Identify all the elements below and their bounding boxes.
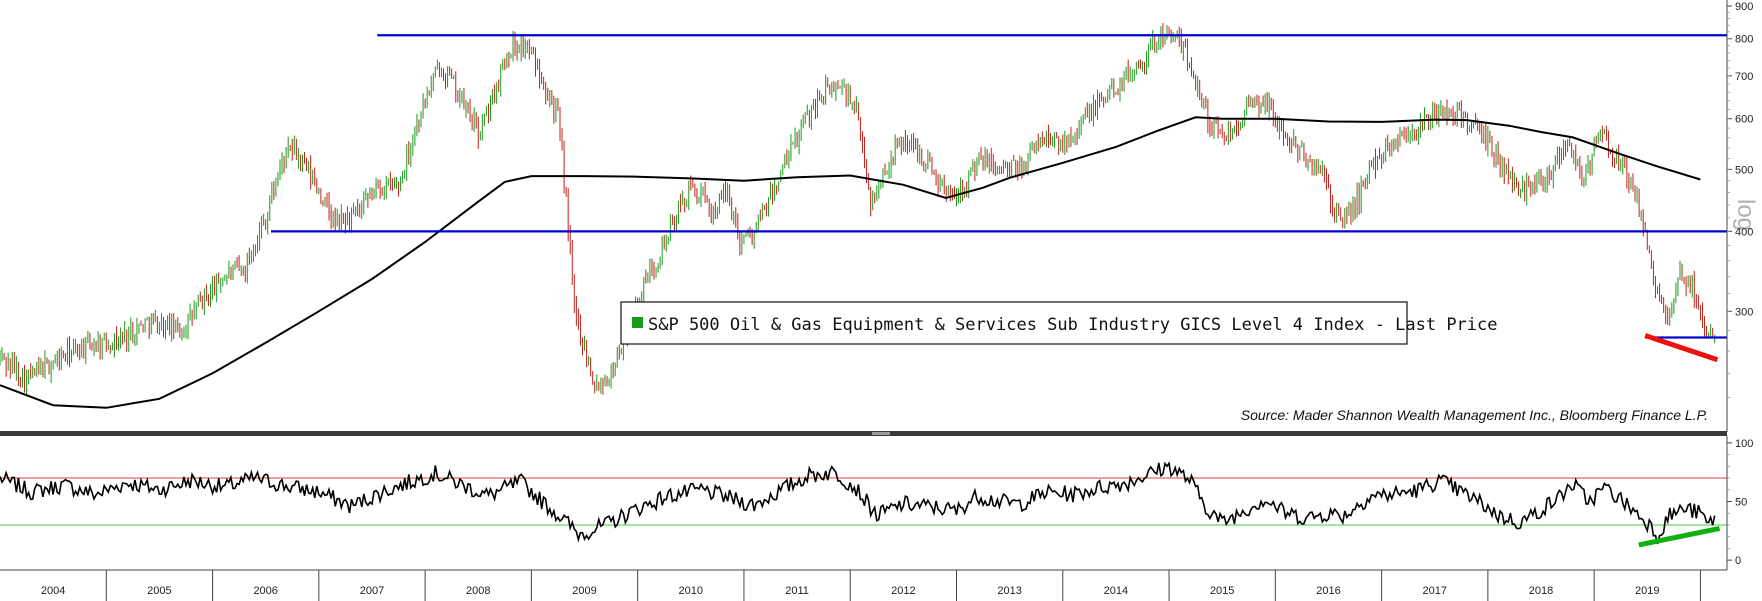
year-label-5: 2009 <box>572 585 596 597</box>
rsi-up-trendline <box>1638 526 1721 548</box>
legend-swatch <box>632 317 643 328</box>
rsi-tick-label-0: 0 <box>1735 555 1741 567</box>
year-label-15: 2019 <box>1635 585 1659 597</box>
moving-average-line <box>0 116 1701 409</box>
rsi-panel: 0 50 100 <box>0 436 1753 570</box>
year-label-8: 2012 <box>891 585 915 597</box>
year-label-10: 2014 <box>1104 585 1128 597</box>
price-tick-label-2: 500 <box>1735 164 1753 176</box>
rsi-line <box>0 461 1716 545</box>
log-scale-label: log <box>1732 199 1759 231</box>
rsi-tick-label-2: 100 <box>1735 438 1753 450</box>
divider-grip <box>872 432 890 435</box>
year-label-12: 2016 <box>1316 585 1340 597</box>
price-tick-label-0: 300 <box>1735 306 1753 318</box>
year-label-6: 2010 <box>679 585 703 597</box>
year-label-9: 2013 <box>997 585 1021 597</box>
year-label-3: 2007 <box>360 585 384 597</box>
year-label-7: 2011 <box>785 585 809 597</box>
source-note: Source: Mader Shannon Wealth Management … <box>1241 407 1708 423</box>
year-label-2: 2006 <box>253 585 277 597</box>
price-panel: S&P 500 Oil & Gas Equipment & Services S… <box>0 0 1759 432</box>
price-tick-label-1: 400 <box>1735 226 1753 238</box>
rsi-tick-label-1: 50 <box>1735 497 1747 509</box>
year-label-11: 2015 <box>1210 585 1234 597</box>
price-tick-label-6: 900 <box>1735 1 1753 13</box>
time-axis: 2004 2005 2006 2007 2008 2009 2010 2011 2012 2013… <box>0 569 1727 601</box>
legend-frame <box>620 301 1408 345</box>
year-ticks: 2004 2005 2006 2007 2008 2009 2010 2011 2012 2013… <box>41 570 1701 601</box>
rsi-axis: 0 50 100 <box>1727 438 1753 567</box>
legend-box: S&P 500 Oil & Gas Equipment & Services S… <box>620 301 1498 345</box>
price-tick-label-4: 700 <box>1735 71 1753 83</box>
price-axis: 300 400 500 600 700 800 900 <box>1727 1 1753 398</box>
year-label-4: 2008 <box>466 585 490 597</box>
price-tick-label-5: 800 <box>1735 34 1753 46</box>
year-label-13: 2017 <box>1422 585 1446 597</box>
year-label-0: 2004 <box>41 585 65 597</box>
panel-divider <box>0 431 1727 436</box>
price-down-trendline <box>1644 333 1719 363</box>
legend-label: S&P 500 Oil & Gas Equipment & Services S… <box>648 315 1498 335</box>
divider-bar <box>0 431 1727 436</box>
year-label-1: 2005 <box>147 585 171 597</box>
year-label-14: 2018 <box>1529 585 1553 597</box>
price-tick-label-3: 600 <box>1735 114 1753 126</box>
